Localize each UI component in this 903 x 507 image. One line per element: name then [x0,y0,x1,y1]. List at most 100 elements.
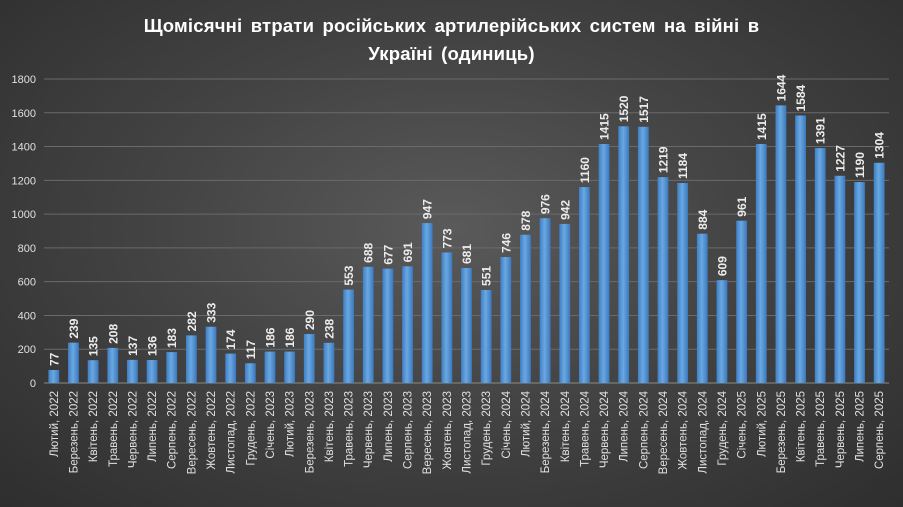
x-tick-label: Серпень, 2023 [403,391,415,469]
data-label: 136 [146,336,160,356]
y-tick-label: 800 [18,243,36,255]
x-tick-label: Червень, 2023 [363,391,375,468]
bar [775,105,787,383]
bar [795,115,806,383]
data-label: 681 [460,244,474,264]
y-tick-label: 1400 [12,142,36,154]
x-tick-label: Липень, 2022 [147,391,159,462]
bar [421,223,433,383]
x-tick-label: Січень, 2024 [501,390,513,458]
bar [362,266,374,383]
chart-title-line-2: Україні (одиниць) [368,43,535,64]
bar [343,289,354,383]
data-label: 746 [499,233,513,253]
x-tick-label: Червень, 2024 [599,390,611,468]
data-label: 1304 [873,132,887,159]
bar [559,223,571,383]
y-tick-label: 1000 [12,209,36,221]
data-label: 174 [224,329,238,349]
data-label: 290 [303,310,317,330]
bar [814,148,826,383]
bar [677,183,689,383]
y-tick-label: 1800 [12,74,36,86]
data-label: 688 [362,242,376,262]
data-label: 1584 [794,84,808,111]
bar [166,352,178,383]
data-label: 942 [558,200,572,220]
bar [244,363,256,383]
bar [225,353,237,383]
x-tick-label: Липень, 2023 [383,391,395,462]
data-label: 1227 [833,145,847,172]
x-tick-label: Листопад, 2022 [226,391,238,474]
x-tick-label: Травень, 2024 [579,390,591,466]
x-tick-label: Березень, 2022 [68,391,80,473]
data-label: 333 [205,302,219,322]
x-tick-label: Травень, 2022 [108,391,120,467]
gridlines [44,78,889,384]
x-tick-label: Грудень, 2022 [245,391,257,466]
x-tick-label: Березень, 2023 [304,391,316,473]
bar [657,177,669,383]
x-tick-label: Квітень, 2024 [560,390,572,462]
x-tick-label: Червень, 2022 [127,391,139,468]
data-label: 183 [165,328,179,348]
data-label: 1160 [578,157,592,183]
x-tick-label: Серпень, 2022 [167,391,179,469]
bar [382,268,394,383]
data-label: 1517 [637,96,651,123]
x-tick-label: Вересень, 2023 [422,391,434,474]
data-label: 239 [67,318,81,338]
x-tick-label: Лютий, 2024 [520,390,532,457]
x-tick-label: Травень, 2023 [344,391,356,467]
bar [873,162,885,383]
x-tick-label: Травень, 2025 [815,391,827,467]
bar [854,182,865,383]
bar [480,289,492,383]
x-tick-label: Жовтень, 2023 [442,391,454,470]
x-tick-label: Вересень, 2024 [658,390,670,474]
x-tick-label: Квітень, 2022 [88,391,100,462]
data-label: 117 [244,340,258,360]
data-label: 1520 [617,95,631,122]
chart-title: Щомісячні втрати російських артилерійськ… [0,12,903,68]
data-label: 1415 [755,113,769,140]
y-tick-label: 1200 [12,175,36,187]
data-label: 878 [519,210,533,230]
bar [48,369,60,383]
bar [461,267,472,383]
data-label: 884 [696,209,710,229]
data-label: 137 [126,336,140,356]
bar [736,220,748,383]
bar [755,144,767,383]
bar [834,175,846,383]
x-tick-label: Грудень, 2023 [481,391,493,466]
x-axis: Лютий, 2022 Березень, 2022 Квітень, 2022 Тр… [49,390,886,474]
data-labels: 77 239 135 208 137 136 183 282 333 174 117 186 186 29… [47,74,886,366]
x-tick-label: Серпень, 2024 [638,390,650,469]
x-tick-label: Червень, 2025 [835,391,847,468]
bar [146,360,158,383]
x-tick-label: Січень, 2025 [737,391,749,459]
bar [303,334,315,383]
data-label: 677 [381,244,395,264]
x-tick-label: Березень, 2024 [540,390,552,473]
x-tick-label: Лютий, 2023 [285,391,297,457]
bar [127,359,138,383]
bar [323,342,335,383]
data-label: 186 [263,327,277,347]
bar [264,351,276,383]
data-label: 238 [322,318,336,338]
data-label: 1184 [676,153,690,179]
data-label: 691 [401,242,415,262]
data-label: 1415 [598,113,612,140]
bar [539,218,551,383]
x-tick-label: Вересень, 2022 [186,391,198,474]
x-tick-label: Лютий, 2022 [49,391,61,457]
bar [441,252,453,383]
y-tick-label: 600 [18,277,36,289]
data-label: 551 [480,266,494,286]
y-tick-label: 1600 [12,108,36,120]
